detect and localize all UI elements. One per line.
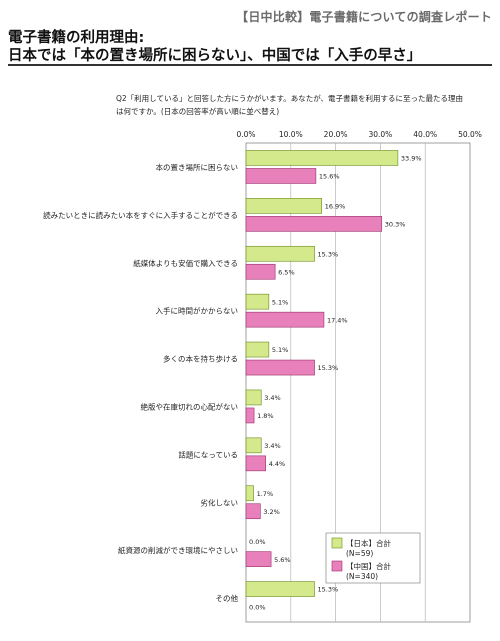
japan-data-label: 0.0% [249,538,266,546]
japan-data-label: 3.4% [264,394,281,402]
legend-series-name: 【中国】合計 [346,561,391,571]
japan-bar [245,245,315,262]
category-label: 読みたいときに読みたい本をすぐに入手することができる [43,210,238,220]
category-label: 絶版や在庫切れの心配がない [141,401,239,411]
japan-bar [245,341,270,358]
x-tick-label: 0.0% [236,130,255,139]
japan-data-label: 15.3% [318,250,339,258]
china-bar [245,551,272,567]
japan-bar [245,389,262,406]
category-label: 紙資源の削減ができ環境にやさしい [118,545,238,555]
x-tick-label: 40.0% [413,130,437,139]
japan-data-label: 5.1% [272,346,289,354]
category-label: その他 [216,593,239,603]
china-data-label: 15.6% [319,173,340,181]
x-tick-label: 50.0% [458,130,482,139]
japan-data-label: 15.3% [318,586,339,594]
category-label: 劣化しない [201,497,239,507]
category-label: 話題になっている [178,449,238,459]
legend-series-sample: (N=340) [346,572,378,581]
japan-bar [245,581,315,597]
legend-series-sample: (N=59) [346,549,373,558]
china-data-label: 6.5% [278,268,295,276]
report-series-label: 【日中比較】電子書籍についての調査レポート [236,10,492,24]
japan-data-label: 16.9% [325,202,346,210]
question-text-line-1: Q2「利用している」と回答した方にうかがいます。あなたが、電子書籍を利用するに至… [116,94,464,103]
china-bar [245,359,315,376]
china-bar [245,168,317,184]
page-title-line-1: 電子書籍の利用理由: [8,30,145,46]
japan-bar [245,293,270,310]
category-label: 本の置き場所に困らない [156,162,239,172]
category-label: 紙媒体よりも安価で購入できる [133,258,238,268]
china-data-label: 4.4% [269,460,286,468]
china-bar [245,407,255,424]
china-data-label: 17.4% [327,316,348,324]
page-title-line-2: 日本では「本の置き場所に困らない」、中国では「入手の早さ」 [8,48,422,64]
question-text-line-2: は何ですか。(日本の回答率が高い順に並べ替え) [116,107,280,116]
china-data-label: 3.2% [263,508,280,516]
japan-data-label: 1.7% [257,490,274,498]
x-tick-label: 10.0% [279,130,303,139]
legend-series-name: 【日本】合計 [346,538,391,548]
china-bar [245,263,276,280]
china-data-label: 5.6% [274,556,291,564]
japan-bar [245,198,323,214]
plot-frame [245,142,471,623]
china-bar [245,216,383,232]
japan-data-label: 3.4% [264,442,281,450]
japan-bar [245,437,262,454]
japan-bar [245,485,254,502]
legend-japan-swatch [331,537,343,549]
category-label: 入手に時間がかからない [156,306,239,316]
china-bar [245,503,261,520]
japan-bar [245,150,399,166]
x-tick-label: 20.0% [324,130,348,139]
category-label: 多くの本を持ち歩ける [163,354,238,364]
x-tick-label: 30.0% [368,130,392,139]
japan-data-label: 5.1% [272,298,289,306]
legend-china-swatch [331,560,343,572]
china-data-label: 30.3% [385,220,406,228]
japan-data-label: 33.9% [401,155,422,163]
title-divider [8,64,492,66]
china-bar [245,311,325,328]
china-data-label: 0.0% [249,604,266,612]
china-data-label: 15.3% [318,364,339,372]
china-data-label: 1.8% [257,412,274,420]
china-bar [245,455,267,472]
